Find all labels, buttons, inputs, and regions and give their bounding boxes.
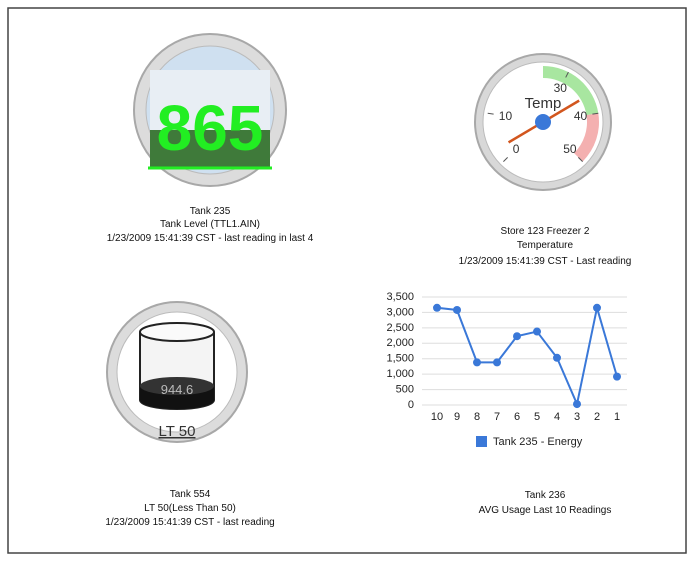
x-tick-label: 7 xyxy=(494,411,500,423)
data-point xyxy=(533,328,541,336)
x-tick-label: 8 xyxy=(474,411,480,423)
widget-status: 1/23/2009 15:41:39 CST - last reading in… xyxy=(107,233,314,244)
widget-status: 1/23/2009 15:41:39 CST - Last reading xyxy=(459,256,632,267)
data-point xyxy=(593,304,601,312)
data-point xyxy=(493,358,501,366)
gauge-hub xyxy=(535,114,551,130)
chart-title: Tank 236 xyxy=(525,490,566,501)
y-tick-label: 1,000 xyxy=(386,368,414,380)
gauge-tick-label: 0 xyxy=(513,142,520,156)
dashboard: 865 Tank 235 Tank Level (TTL1.AIN) 1/23/… xyxy=(0,0,695,563)
widget-description: Temperature xyxy=(517,240,574,251)
widget-description: Tank Level (TTL1.AIN) xyxy=(160,219,260,230)
y-tick-label: 2,500 xyxy=(386,322,414,334)
data-point xyxy=(473,358,481,366)
x-tick-label: 4 xyxy=(554,411,560,423)
widget-status: 1/23/2009 15:41:39 CST - last reading xyxy=(105,517,274,528)
legend-swatch xyxy=(476,436,487,447)
widget-name: Store 123 Freezer 2 xyxy=(501,226,590,237)
x-tick-label: 6 xyxy=(514,411,520,423)
gauge-tick-label: 40 xyxy=(574,109,588,123)
data-point xyxy=(573,400,581,408)
y-tick-label: 3,000 xyxy=(386,306,414,318)
x-tick-label: 3 xyxy=(574,411,580,423)
y-tick-label: 1,500 xyxy=(386,353,414,365)
chart-subtitle: AVG Usage Last 10 Readings xyxy=(479,505,612,516)
x-tick-label: 9 xyxy=(454,411,460,423)
x-tick-label: 1 xyxy=(614,411,620,423)
y-tick-label: 3,500 xyxy=(386,291,414,303)
legend-label: Tank 235 - Energy xyxy=(493,436,583,448)
data-point xyxy=(433,304,441,312)
cylinder-top xyxy=(140,323,214,341)
data-point xyxy=(513,332,521,340)
data-point xyxy=(613,373,621,381)
widget-name: Tank 235 xyxy=(190,206,231,217)
tank-value: 865 xyxy=(157,92,264,164)
widget-name: Tank 554 xyxy=(170,489,211,500)
y-tick-label: 0 xyxy=(408,399,414,411)
tank-label: LT 50 xyxy=(159,423,196,440)
gauge-tick-label: 10 xyxy=(499,109,513,123)
gauge-label: Temp xyxy=(525,95,562,112)
gauge-tick-label: 30 xyxy=(554,81,568,95)
widget-description: LT 50(Less Than 50) xyxy=(144,503,236,514)
gauge-widget: 0 10 30 40 50 Temp xyxy=(475,54,611,190)
gauge-tick-label: 50 xyxy=(563,142,577,156)
tank-value: 944.6 xyxy=(161,382,194,397)
data-point xyxy=(553,354,561,362)
x-tick-label: 2 xyxy=(594,411,600,423)
y-tick-label: 2,000 xyxy=(386,337,414,349)
y-tick-label: 500 xyxy=(396,383,414,395)
x-tick-label: 5 xyxy=(534,411,540,423)
x-tick-label: 10 xyxy=(431,411,443,423)
data-point xyxy=(453,306,461,314)
